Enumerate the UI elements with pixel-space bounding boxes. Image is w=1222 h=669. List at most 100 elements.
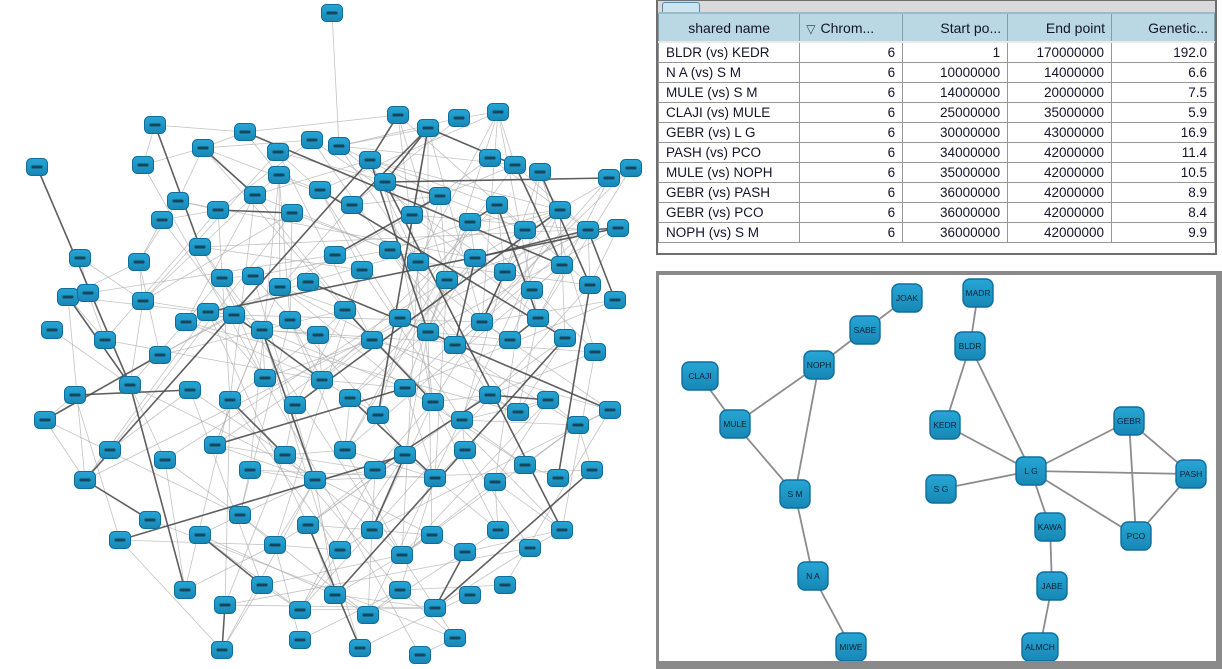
column-header-end-point[interactable]: End point (1007, 12, 1113, 43)
overview-node[interactable] (167, 192, 189, 210)
overview-node[interactable] (304, 471, 326, 489)
overview-node[interactable] (598, 169, 620, 187)
overview-node[interactable] (69, 249, 91, 267)
overview-node[interactable] (519, 539, 541, 557)
overview-node[interactable] (289, 601, 311, 619)
overview-node[interactable] (584, 343, 606, 361)
overview-node[interactable] (514, 456, 536, 474)
overview-node[interactable] (211, 641, 233, 659)
overview-node[interactable] (34, 411, 56, 429)
overview-node[interactable] (549, 201, 571, 219)
overview-node[interactable] (207, 201, 229, 219)
detail-node-gebr[interactable]: GEBR (1113, 406, 1145, 436)
overview-node[interactable] (361, 521, 383, 539)
overview-node[interactable] (251, 576, 273, 594)
detail-node-jabe[interactable]: JABE (1036, 571, 1068, 601)
overview-node[interactable] (620, 159, 642, 177)
overview-node[interactable] (151, 211, 173, 229)
overview-node[interactable] (401, 206, 423, 224)
overview-node[interactable] (57, 288, 79, 306)
overview-node[interactable] (459, 586, 481, 604)
overview-node[interactable] (119, 376, 141, 394)
overview-node[interactable] (444, 336, 466, 354)
overview-node[interactable] (537, 391, 559, 409)
overview-node[interactable] (444, 629, 466, 647)
overview-node[interactable] (328, 137, 350, 155)
overview-node[interactable] (436, 271, 458, 289)
overview-node[interactable] (269, 278, 291, 296)
overview-node[interactable] (175, 313, 197, 331)
overview-node[interactable] (214, 596, 236, 614)
overview-node[interactable] (361, 331, 383, 349)
overview-node[interactable] (487, 521, 509, 539)
overview-node[interactable] (394, 379, 416, 397)
overview-node[interactable] (521, 281, 543, 299)
overview-node[interactable] (374, 173, 396, 191)
table-row[interactable]: BLDR (vs) KEDR 6 1 170000000 192.0 (657, 41, 1215, 63)
overview-node[interactable] (577, 221, 599, 239)
overview-node[interactable] (554, 329, 576, 347)
overview-node[interactable] (174, 581, 196, 599)
overview-node[interactable] (189, 526, 211, 544)
overview-node[interactable] (486, 196, 508, 214)
overview-node[interactable] (459, 213, 481, 231)
overview-node[interactable] (341, 196, 363, 214)
overview-node[interactable] (132, 156, 154, 174)
detail-node-kedr[interactable]: KEDR (929, 410, 961, 440)
overview-node[interactable] (479, 149, 501, 167)
overview-node[interactable] (301, 131, 323, 149)
overview-node[interactable] (424, 599, 446, 617)
overview-node[interactable] (311, 371, 333, 389)
table-row[interactable]: GEBR (vs) L G 6 30000000 43000000 16.9 (657, 121, 1215, 143)
overview-node[interactable] (351, 261, 373, 279)
overview-node[interactable] (454, 441, 476, 459)
overview-node[interactable] (514, 221, 536, 239)
overview-node[interactable] (94, 331, 116, 349)
overview-node[interactable] (464, 249, 486, 267)
table-row[interactable]: MULE (vs) S M 6 14000000 20000000 7.5 (657, 81, 1215, 103)
overview-node[interactable] (128, 253, 150, 271)
column-header-genetic[interactable]: Genetic... (1111, 12, 1215, 43)
overview-node[interactable] (379, 241, 401, 259)
overview-node[interactable] (499, 331, 521, 349)
overview-node[interactable] (529, 163, 551, 181)
overview-network-canvas[interactable] (0, 0, 652, 669)
overview-node[interactable] (289, 631, 311, 649)
overview-node[interactable] (367, 406, 389, 424)
column-header-start-po[interactable]: Start po... (902, 12, 1009, 43)
overview-node[interactable] (74, 471, 96, 489)
overview-node[interactable] (422, 393, 444, 411)
overview-node[interactable] (297, 273, 319, 291)
overview-node[interactable] (284, 396, 306, 414)
overview-node[interactable] (254, 369, 276, 387)
overview-node[interactable] (599, 401, 621, 419)
overview-node[interactable] (324, 586, 346, 604)
overview-node[interactable] (357, 606, 379, 624)
table-row[interactable]: GEBR (vs) PASH 6 36000000 42000000 8.9 (657, 181, 1215, 203)
overview-node[interactable] (389, 309, 411, 327)
overview-node[interactable] (149, 346, 171, 364)
table-row[interactable]: N A (vs) S M 6 10000000 14000000 6.6 (657, 61, 1215, 83)
overview-node[interactable] (307, 326, 329, 344)
detail-node-miwe[interactable]: MIWE (835, 632, 867, 661)
table-row[interactable]: MULE (vs) NOPH 6 35000000 42000000 10.5 (657, 161, 1215, 183)
detail-node-madr[interactable]: MADR (962, 278, 994, 308)
overview-node[interactable] (179, 381, 201, 399)
detail-node-kawa[interactable]: KAWA (1034, 512, 1066, 542)
overview-node[interactable] (334, 301, 356, 319)
overview-node[interactable] (211, 269, 233, 287)
overview-node[interactable] (239, 461, 261, 479)
overview-node[interactable] (387, 106, 409, 124)
overview-node[interactable] (604, 291, 626, 309)
overview-node[interactable] (279, 311, 301, 329)
overview-node[interactable] (429, 187, 451, 205)
overview-node[interactable] (309, 181, 331, 199)
overview-node[interactable] (507, 403, 529, 421)
overview-node[interactable] (339, 389, 361, 407)
overview-node[interactable] (409, 646, 431, 664)
overview-node[interactable] (607, 219, 629, 237)
overview-node[interactable] (267, 143, 289, 161)
overview-node[interactable] (99, 441, 121, 459)
overview-node[interactable] (504, 156, 526, 174)
column-header-shared-name[interactable]: shared name (657, 12, 801, 43)
